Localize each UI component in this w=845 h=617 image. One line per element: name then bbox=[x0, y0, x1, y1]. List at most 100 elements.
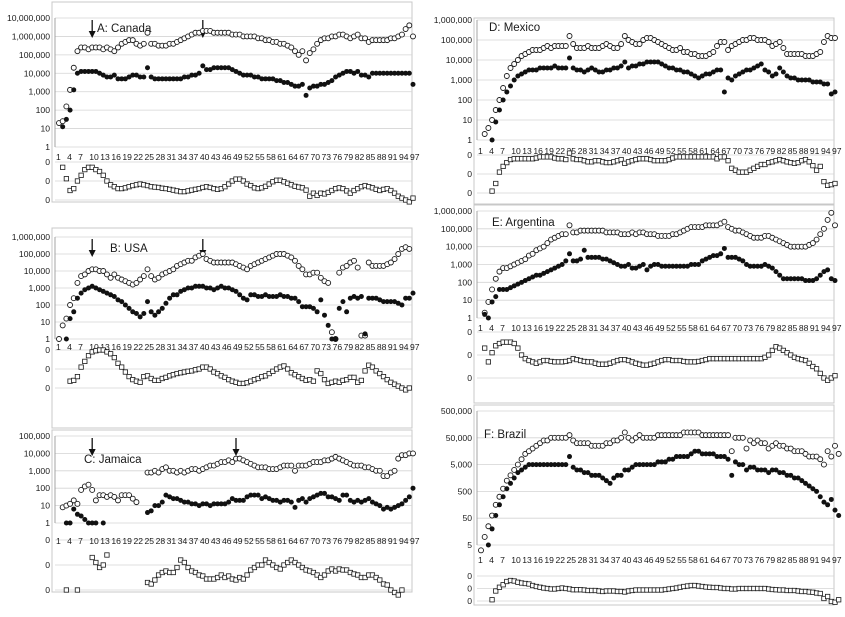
data-point-filled bbox=[611, 65, 617, 71]
data-point-open bbox=[199, 251, 206, 257]
data-point-filled bbox=[181, 499, 187, 505]
x-tick-label: 88 bbox=[377, 342, 387, 352]
x-tick-label: 97 bbox=[410, 536, 420, 546]
data-point-square bbox=[806, 360, 812, 366]
data-point-open bbox=[314, 40, 321, 47]
data-point-filled bbox=[207, 67, 213, 73]
data-point-filled bbox=[170, 292, 176, 298]
data-point-filled bbox=[74, 70, 80, 76]
data-point-filled bbox=[544, 65, 550, 71]
data-point-square bbox=[395, 592, 401, 598]
data-point-filled bbox=[806, 77, 812, 83]
data-point-filled bbox=[78, 290, 84, 296]
data-point-filled bbox=[718, 454, 724, 460]
data-point-square bbox=[100, 172, 106, 178]
data-point-open bbox=[809, 240, 816, 247]
data-point-filled bbox=[585, 254, 591, 260]
data-point-filled bbox=[670, 456, 676, 462]
y-tick-label: 1,000 bbox=[28, 283, 50, 293]
data-point-filled bbox=[233, 68, 239, 74]
x-tick-label: 49 bbox=[655, 146, 665, 156]
data-point-open bbox=[295, 262, 302, 269]
data-point-filled bbox=[358, 294, 364, 299]
data-point-filled bbox=[773, 269, 779, 275]
data-point-open bbox=[310, 46, 317, 53]
data-point-filled bbox=[788, 75, 794, 81]
data-point-open bbox=[56, 336, 62, 342]
chart-title: D: Mexico bbox=[489, 22, 540, 34]
data-point-filled bbox=[78, 513, 84, 519]
series-filled-circles bbox=[63, 485, 416, 526]
data-point-filled bbox=[585, 470, 591, 476]
data-point-square bbox=[482, 345, 488, 351]
data-point-filled bbox=[673, 263, 679, 269]
data-point-open bbox=[503, 73, 510, 79]
lower-y-label: 0 bbox=[467, 188, 472, 198]
data-point-filled bbox=[637, 61, 643, 67]
data-point-open bbox=[406, 22, 413, 29]
x-tick-label: 37 bbox=[189, 152, 199, 162]
lower-y-label: 0 bbox=[467, 327, 472, 337]
y-tick-label: 10 bbox=[40, 317, 50, 327]
data-point-filled bbox=[626, 467, 631, 473]
data-point-filled bbox=[762, 467, 768, 473]
data-point-open bbox=[387, 259, 394, 266]
x-tick-label: 88 bbox=[799, 555, 809, 565]
x-tick-label: 61 bbox=[277, 152, 287, 162]
data-point-filled bbox=[629, 464, 635, 470]
x-tick-label: 58 bbox=[688, 555, 698, 565]
data-point-filled bbox=[766, 69, 772, 75]
data-point-filled bbox=[369, 70, 375, 76]
data-point-filled bbox=[626, 65, 631, 71]
x-tick-label: 58 bbox=[688, 146, 698, 156]
data-point-filled bbox=[828, 496, 834, 502]
data-point-filled bbox=[755, 467, 761, 473]
x-tick-label: 64 bbox=[288, 536, 298, 546]
data-point-filled bbox=[744, 467, 749, 473]
data-point-filled bbox=[145, 65, 150, 71]
data-point-open bbox=[824, 448, 831, 455]
data-point-filled bbox=[399, 70, 405, 76]
data-point-filled bbox=[377, 503, 383, 509]
data-point-filled bbox=[578, 256, 584, 262]
x-tick-label: 85 bbox=[366, 342, 376, 352]
data-point-filled bbox=[310, 305, 316, 311]
data-point-filled bbox=[688, 71, 694, 77]
data-point-filled bbox=[508, 480, 513, 486]
x-tick-label: 94 bbox=[821, 146, 831, 156]
data-point-filled bbox=[825, 502, 831, 508]
data-point-square bbox=[369, 364, 376, 370]
data-point-open bbox=[765, 39, 772, 45]
data-point-square bbox=[310, 378, 317, 384]
data-point-filled bbox=[769, 265, 775, 271]
data-point-filled bbox=[570, 258, 576, 264]
data-point-filled bbox=[788, 472, 794, 478]
data-point-filled bbox=[237, 497, 243, 503]
data-point-open bbox=[820, 461, 827, 468]
x-tick-label: 94 bbox=[821, 555, 831, 565]
data-point-filled bbox=[769, 73, 775, 79]
data-point-filled bbox=[659, 459, 665, 465]
data-point-open bbox=[317, 274, 324, 281]
data-point-filled bbox=[832, 89, 838, 95]
y-tick-labels: 10,000,000 1,000,000 100,000 10,000 1,000 100… bbox=[7, 13, 50, 152]
data-point-open bbox=[140, 273, 147, 280]
x-tick-label: 46 bbox=[222, 152, 232, 162]
data-point-square bbox=[810, 163, 816, 169]
data-point-filled bbox=[485, 542, 491, 548]
data-point-open bbox=[514, 461, 521, 468]
data-point-filled bbox=[795, 475, 801, 481]
data-point-open bbox=[67, 302, 74, 308]
data-point-open bbox=[129, 37, 136, 44]
data-point-open bbox=[828, 453, 835, 460]
data-point-filled bbox=[377, 70, 383, 76]
data-point-filled bbox=[251, 492, 257, 498]
data-point-square bbox=[410, 195, 416, 201]
data-point-filled bbox=[799, 478, 805, 484]
x-tick-label: 40 bbox=[622, 146, 632, 156]
data-point-square bbox=[63, 587, 69, 593]
data-point-filled bbox=[500, 286, 506, 292]
data-point-open bbox=[144, 29, 151, 36]
data-point-filled bbox=[718, 251, 724, 257]
